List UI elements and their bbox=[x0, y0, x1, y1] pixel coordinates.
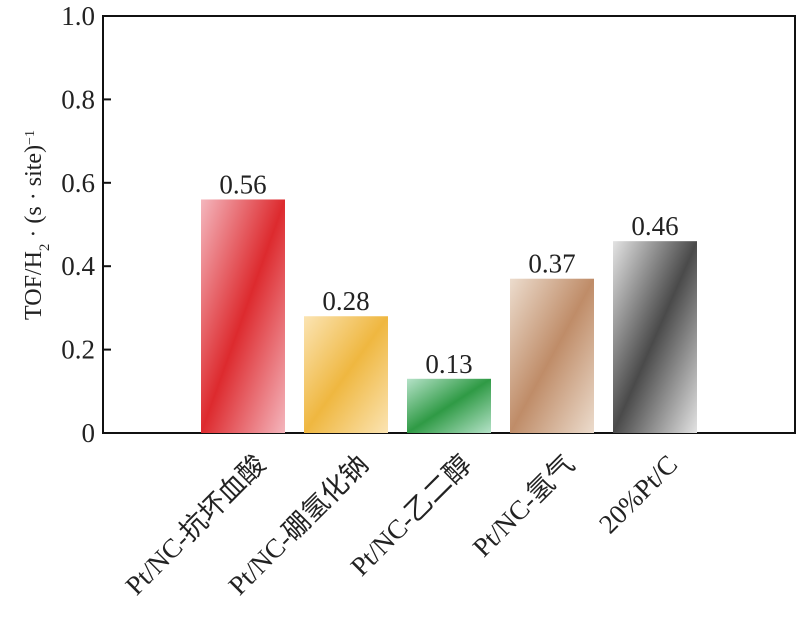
bar bbox=[407, 378, 491, 433]
bar bbox=[201, 199, 285, 433]
y-tick-label: 0 bbox=[82, 418, 96, 448]
bar-value-label: 0.28 bbox=[322, 286, 369, 316]
bar bbox=[304, 316, 388, 433]
bar bbox=[510, 278, 594, 433]
bar-value-label: 0.56 bbox=[219, 169, 266, 199]
y-axis-title-prefix: TOF/H bbox=[21, 251, 47, 320]
data-labels-group: 0.56 0.28 0.13 0.37 0.46 bbox=[219, 169, 678, 378]
y-axis: 0 0.2 0.4 0.6 0.8 1.0 bbox=[61, 1, 111, 448]
bar-value-label: 0.37 bbox=[528, 249, 575, 279]
bar-value-label: 0.46 bbox=[631, 211, 678, 241]
x-category-label: Pt/NC-氢气 bbox=[467, 449, 581, 563]
bars-group bbox=[201, 199, 697, 433]
bar-value-label: 0.13 bbox=[425, 349, 472, 379]
y-tick-label: 0.4 bbox=[61, 251, 95, 281]
y-axis-title: TOF/H2 · (s · site)−1 bbox=[21, 130, 53, 320]
x-category-label: 20%Pt/C bbox=[593, 449, 683, 539]
y-tick-label: 1.0 bbox=[61, 1, 95, 31]
y-tick-label: 0.6 bbox=[61, 168, 95, 198]
y-axis-title-subscript: 2 bbox=[37, 244, 53, 252]
y-axis-title-middle: · (s · site) bbox=[21, 145, 47, 244]
y-axis-title-superscript: −1 bbox=[23, 130, 38, 145]
y-tick-label: 0.2 bbox=[61, 335, 95, 365]
y-tick-label: 0.8 bbox=[61, 84, 95, 114]
bar bbox=[613, 241, 697, 433]
